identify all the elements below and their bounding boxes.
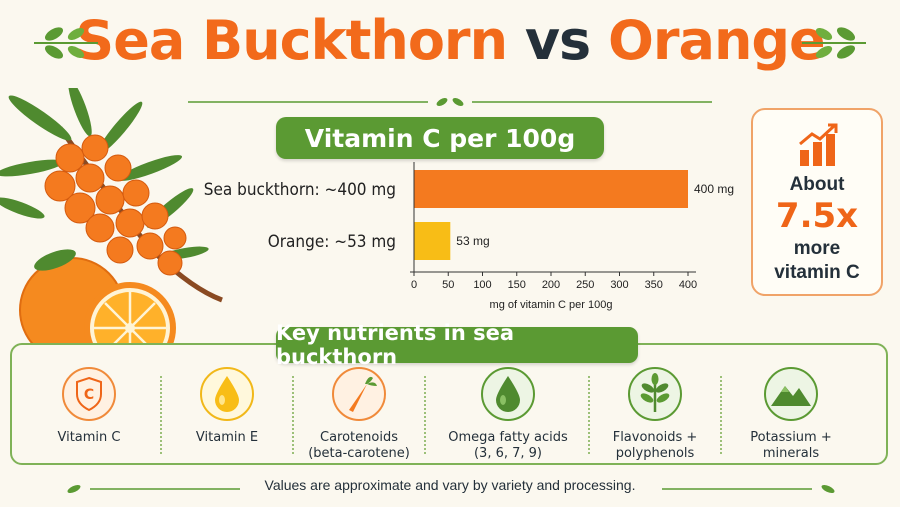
bar-value-label: 53 mg: [456, 234, 489, 248]
nutrient-label: Vitamin C: [57, 430, 121, 445]
nutrient-divider: [160, 376, 162, 454]
nutrient-omega: Omega fatty acids (3, 6, 7, 9): [443, 366, 573, 462]
bar-value-label: 400 mg: [694, 182, 734, 196]
oil-drop-icon: [200, 367, 254, 421]
nutrient-carotenoids: Carotenoids (beta-carotene): [294, 366, 424, 462]
x-tick-label: 100: [473, 279, 491, 291]
bar-chart-trend-icon: [799, 123, 838, 166]
droplet-icon: [481, 367, 535, 421]
callout-about-text: About: [789, 174, 845, 195]
nutrient-label: Flavonoids +: [612, 430, 698, 445]
callout-multiplier: 7.5x: [775, 196, 859, 236]
nutrient-label: Carotenoids: [320, 430, 398, 445]
nutrients-header: Key nutrients in sea buckthorn: [276, 321, 638, 369]
x-tick-label: 350: [645, 279, 663, 291]
nutrient-divider: [720, 376, 722, 454]
nutrient-sublabel: polyphenols: [615, 446, 695, 461]
nutrient-sublabel: (3, 6, 7, 9): [473, 446, 543, 461]
leaf-sprig-right-icon: [802, 27, 866, 59]
page-title: Sea Buckthorn vs Orange: [0, 2, 900, 80]
vitamin-c-header: Vitamin C per 100g: [276, 117, 604, 159]
footer-note: Values are approximate and vary by varie…: [264, 477, 636, 493]
title-vs: vs: [524, 9, 591, 72]
plant-icon: [628, 367, 682, 421]
vitamin-c-bar-chart: Sea buckthorn: ~400 mg Orange: ~53 mg 400…: [204, 162, 734, 311]
x-tick-label: 300: [610, 279, 628, 291]
bar-category-label: Orange: ~53 mg: [268, 232, 396, 252]
nutrient-label: Omega fatty acids: [448, 430, 568, 445]
nutrient-flavonoids: Flavonoids + polyphenols: [590, 366, 720, 462]
nutrient-vitamin-c: C Vitamin C: [24, 366, 154, 446]
x-tick-label: 50: [442, 279, 454, 291]
x-tick-label: 200: [542, 279, 560, 291]
footer-divider-right: [662, 484, 835, 494]
x-tick-label: 150: [508, 279, 526, 291]
carrot-icon: [332, 367, 386, 421]
bar: [414, 222, 451, 260]
leaf-sprig-left-icon: [34, 27, 98, 59]
svg-text:C: C: [84, 387, 94, 403]
title-sea-buckthorn: Sea Buckthorn: [75, 9, 508, 72]
x-tick-label: 0: [411, 279, 417, 291]
nutrient-divider: [292, 376, 294, 454]
mountain-icon: [764, 367, 818, 421]
title-divider: [188, 98, 712, 106]
nutrients-panel: [10, 343, 888, 465]
footer-divider-left: [67, 484, 240, 494]
title-orange: Orange: [607, 9, 826, 72]
nutrient-sublabel: (beta-carotene): [308, 446, 410, 461]
comparison-callout: About 7.5x more vitamin C: [751, 108, 883, 296]
sea-buckthorn-berries-icon: [44, 134, 187, 276]
nutrient-label: Potassium +: [750, 430, 832, 445]
callout-vitamin-c-text: vitamin C: [774, 262, 860, 283]
bar: [414, 170, 688, 208]
callout-more-text: more: [793, 238, 841, 259]
shield-c-icon: C: [62, 367, 116, 421]
x-axis-label: mg of vitamin C per 100g: [490, 299, 613, 311]
nutrient-label: Vitamin E: [195, 430, 259, 445]
x-tick-label: 250: [576, 279, 594, 291]
nutrient-potassium: Potassium + minerals: [726, 366, 856, 462]
nutrient-divider: [424, 376, 426, 454]
nutrient-divider: [588, 376, 590, 454]
nutrient-vitamin-e: Vitamin E: [162, 366, 292, 446]
x-tick-label: 400: [679, 279, 697, 291]
nutrient-sublabel: minerals: [762, 446, 820, 461]
bar-category-label: Sea buckthorn: ~400 mg: [204, 180, 396, 200]
